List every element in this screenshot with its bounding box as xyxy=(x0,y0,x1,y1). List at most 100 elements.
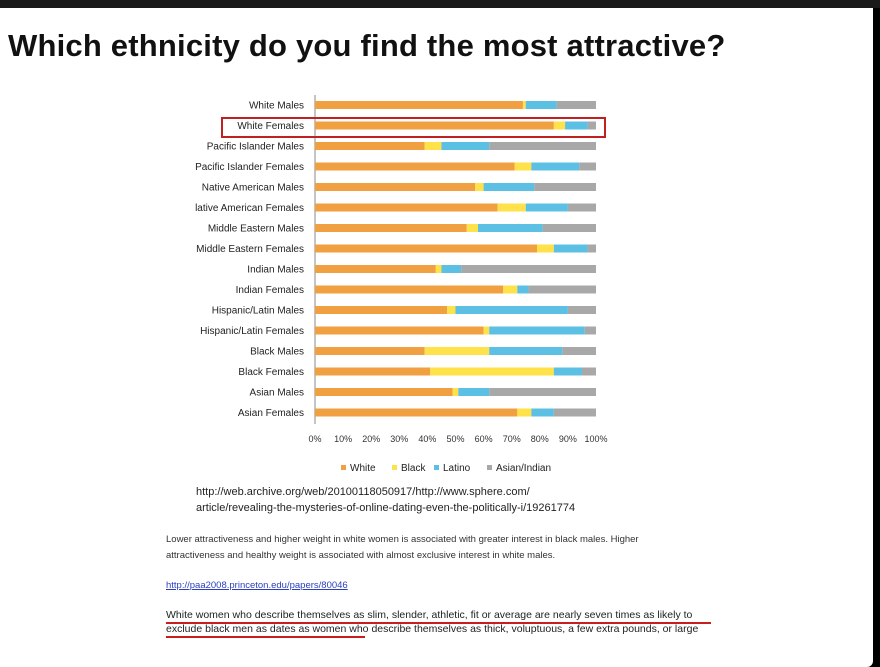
bar-segment-white xyxy=(315,285,504,294)
bar-segment-black xyxy=(553,121,566,130)
bar-segment-white xyxy=(315,388,453,396)
bar-segment-white xyxy=(315,121,554,130)
slide-title: Which ethnicity do you find the most att… xyxy=(8,28,726,63)
legend-label: Asian/Indian xyxy=(496,463,551,474)
bar-segment-asian-indian xyxy=(528,285,596,294)
bar-segment-latino xyxy=(458,388,490,396)
category-label: Native American Males xyxy=(202,183,304,194)
bar-segment-black xyxy=(517,408,532,417)
quote-seven-times: White women who describe themselves as s… xyxy=(166,609,699,635)
bar-segment-asian-indian xyxy=(579,162,596,171)
bar-segment-black xyxy=(475,183,484,191)
bar-segment-asian-indian xyxy=(542,224,596,232)
x-tick-label: 40% xyxy=(418,434,436,444)
bar-segment-black xyxy=(514,162,532,171)
bar-segment-latino xyxy=(531,162,580,171)
category-label: Pacific Islander Males xyxy=(207,142,304,153)
bar-segment-asian-indian xyxy=(556,101,596,109)
bar-segment-black xyxy=(424,347,490,355)
bar-segment-asian-indian xyxy=(461,265,596,273)
bar-segment-black xyxy=(466,224,478,232)
bar-segment-black xyxy=(503,285,518,294)
x-tick-label: 60% xyxy=(475,434,493,444)
category-label: Black Females xyxy=(238,367,304,378)
category-label: White Males xyxy=(249,101,304,112)
legend-swatch xyxy=(341,465,346,470)
bar-segment-asian-indian xyxy=(587,121,596,130)
bar-segment-asian-indian xyxy=(489,142,596,150)
bar-segment-latino xyxy=(441,142,490,150)
source-url: http://web.archive.org/web/2010011805091… xyxy=(196,484,656,516)
category-label: Middle Eastern Males xyxy=(208,224,304,235)
bar-segment-white xyxy=(315,203,498,212)
bar-segment-latino xyxy=(525,203,568,212)
bar-segment-white xyxy=(315,142,425,150)
legend-swatch xyxy=(392,465,397,470)
category-label: Hispanic/Latin Males xyxy=(212,306,304,317)
category-label: Indian Females xyxy=(236,285,304,296)
x-tick-label: 100% xyxy=(584,434,607,444)
category-label: Indian Males xyxy=(247,265,304,276)
bar-segment-asian-indian xyxy=(587,244,596,253)
x-tick-label: 70% xyxy=(503,434,521,444)
underline-2 xyxy=(166,636,365,638)
x-tick-label: 90% xyxy=(559,434,577,444)
bar-segment-white xyxy=(315,265,436,273)
legend-label: Latino xyxy=(443,463,471,474)
top-dark-strip xyxy=(0,0,880,8)
bar-segment-asian-indian xyxy=(562,347,596,355)
x-tick-label: 30% xyxy=(390,434,408,444)
bar-segment-white xyxy=(315,306,448,314)
bar-segment-asian-indian xyxy=(534,183,596,191)
bar-segment-latino xyxy=(531,408,554,417)
source-url-line-1: http://web.archive.org/web/2010011805091… xyxy=(196,486,530,498)
bar-segment-white xyxy=(315,408,518,417)
bar-segment-latino xyxy=(489,347,563,355)
bar-segment-asian-indian xyxy=(489,388,596,396)
bar-segment-latino xyxy=(525,101,557,109)
source-url-line-2: article/revealing-the-mysteries-of-onlin… xyxy=(196,502,576,514)
quote-attractiveness-weight: Lower attractiveness and higher weight i… xyxy=(166,534,639,561)
bar-segment-latino xyxy=(553,367,582,376)
category-label: White Females xyxy=(237,121,304,132)
bar-segment-black xyxy=(522,101,526,109)
legend-label: Black xyxy=(401,463,426,474)
x-tick-label: 80% xyxy=(531,434,549,444)
bar-segment-white xyxy=(315,244,537,253)
bar-segment-latino xyxy=(489,326,585,335)
legend-swatch xyxy=(487,465,492,470)
bar-segment-asian-indian xyxy=(584,326,596,335)
category-label: lative American Females xyxy=(195,203,304,214)
bar-segment-black xyxy=(430,367,554,376)
bar-segment-latino xyxy=(565,121,588,130)
bar-segment-white xyxy=(315,367,431,376)
bar-segment-black xyxy=(424,142,442,150)
bar-segment-white xyxy=(315,101,523,109)
underline-1 xyxy=(166,622,711,624)
bar-segment-black xyxy=(497,203,526,212)
category-label: Asian Males xyxy=(250,388,304,399)
bar-segment-latino xyxy=(553,244,588,253)
bar-segment-black xyxy=(435,265,442,273)
bar-segment-white xyxy=(315,162,515,171)
bar-segment-black xyxy=(447,306,456,314)
bar-segment-latino xyxy=(441,265,462,273)
x-tick-label: 10% xyxy=(334,434,352,444)
bar-segment-latino xyxy=(483,183,535,191)
x-tick-label: 20% xyxy=(362,434,380,444)
bar-segment-white xyxy=(315,183,476,191)
bar-segment-black xyxy=(536,244,554,253)
bar-segment-white xyxy=(315,347,425,355)
bar-segment-asian-indian xyxy=(553,408,596,417)
x-tick-label: 50% xyxy=(446,434,464,444)
bar-segment-latino xyxy=(455,306,568,314)
bar-segment-black xyxy=(483,326,490,335)
x-tick-label: 0% xyxy=(308,434,321,444)
legend-label: White xyxy=(350,463,376,474)
bar-segment-asian-indian xyxy=(581,367,596,376)
bar-segment-white xyxy=(315,224,467,232)
bar-segment-black xyxy=(452,388,459,396)
princeton-paper-link[interactable]: http://paa2008.princeton.edu/papers/8004… xyxy=(166,580,348,591)
category-label: Asian Females xyxy=(238,408,304,419)
legend-swatch xyxy=(434,465,439,470)
